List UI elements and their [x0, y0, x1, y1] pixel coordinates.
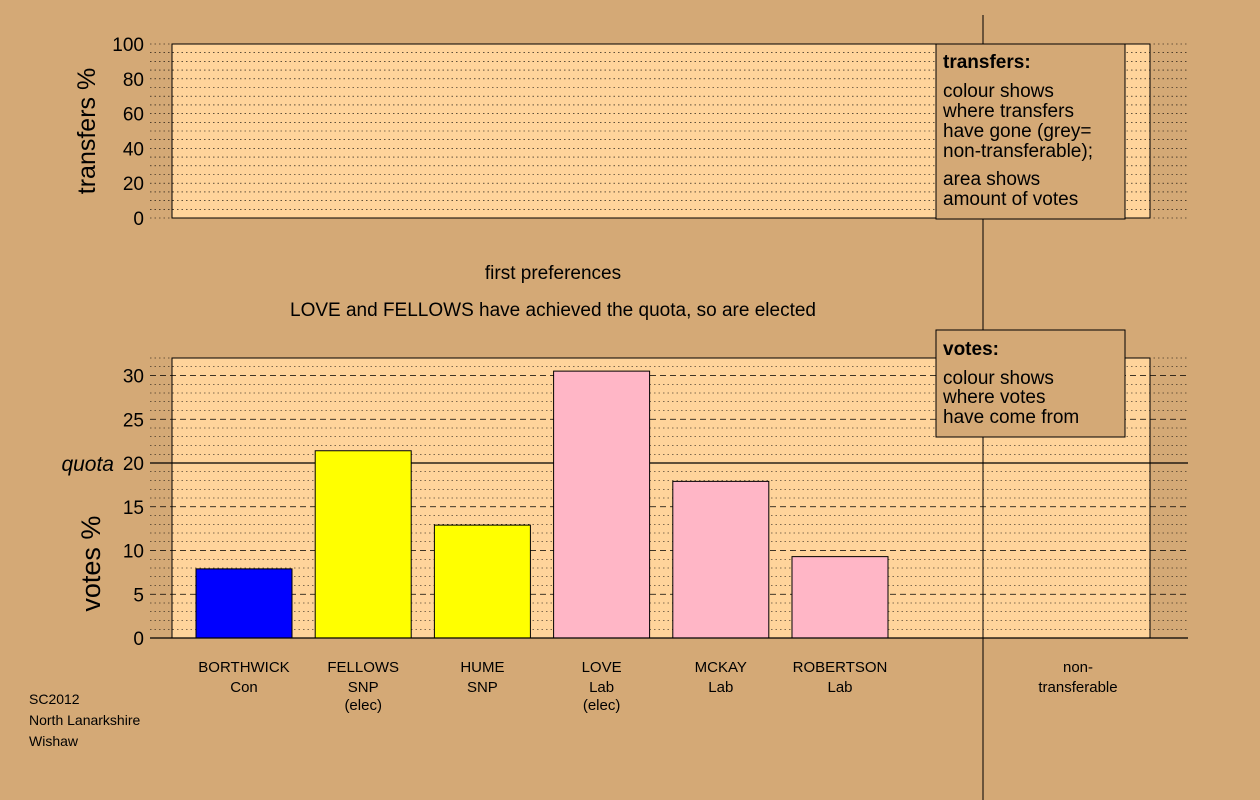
candidate-name-label: LOVE: [582, 659, 622, 676]
transfers-note-line: area shows: [943, 169, 1040, 190]
transfers-note-title: transfers:: [943, 52, 1031, 73]
transfers-note-line: where transfers: [942, 101, 1074, 122]
candidate-party-label: Con: [230, 679, 258, 696]
votes-note-background: [935, 329, 1126, 438]
candidate-party-label: SNP: [348, 679, 379, 696]
transfers-y-tick-label: 40: [123, 139, 144, 160]
bar-hume: [433, 524, 531, 639]
candidate-name-label: HUME: [460, 659, 504, 676]
stage-label: first preferences: [485, 263, 621, 284]
votes-y-tick-label: 20: [123, 454, 144, 475]
transfers-y-tick-label: 60: [123, 105, 144, 126]
candidate-name-label: BORTHWICK: [198, 659, 289, 676]
transfers-note-line: amount of votes: [943, 189, 1078, 210]
votes-y-tick-label: 10: [123, 542, 144, 563]
chart-subtitle: LOVE and FELLOWS have achieved the quota…: [290, 300, 816, 321]
transfers-y-axis-label: transfers %: [73, 68, 101, 194]
candidate-party-label: Lab: [589, 679, 614, 696]
votes-y-tick-label: 15: [123, 498, 144, 519]
candidate-party-label: Lab: [708, 679, 733, 696]
votes-y-tick-label: 0: [133, 629, 144, 650]
votes-y-tick-label: 30: [123, 367, 144, 388]
candidate-status-label: (elec): [344, 697, 382, 714]
votes-y-axis-label: votes %: [76, 516, 106, 612]
candidate-party-label: SNP: [467, 679, 498, 696]
transfers-note-line: non-transferable);: [943, 141, 1093, 162]
nontransferable-label: transferable: [1038, 679, 1117, 696]
bar-mckay: [672, 480, 770, 639]
votes-note-line: have come from: [943, 407, 1079, 428]
candidate-name-label: FELLOWS: [327, 659, 399, 676]
candidate-status-label: (elec): [583, 697, 621, 714]
votes-y-tick-label: 25: [123, 410, 144, 431]
transfers-y-tick-label: 100: [112, 35, 144, 56]
bar-borthwick: [195, 568, 293, 639]
nontransferable-label: non-: [1063, 659, 1093, 676]
footer-location: SC2012 North Lanarkshire Wishaw: [29, 691, 140, 749]
votes-note-line: where votes: [942, 387, 1045, 408]
candidate-party-label: Lab: [827, 679, 852, 696]
votes-note-title: votes:: [943, 339, 999, 360]
footer-line: Wishaw: [29, 733, 79, 749]
bar-fellows: [314, 450, 412, 639]
transfers-note-line: colour shows: [943, 81, 1054, 102]
footer-line: SC2012: [29, 691, 80, 707]
transfers-y-tick-label: 80: [123, 70, 144, 91]
bar-robertson: [791, 556, 889, 639]
bar-love: [553, 370, 651, 639]
transfers-note-background: [935, 43, 1126, 220]
transfers-y-tick-label: 0: [133, 209, 144, 230]
transfers-y-tick-label: 20: [123, 174, 144, 195]
votes-note-line: colour shows: [943, 368, 1054, 389]
candidate-name-label: ROBERTSON: [793, 659, 888, 676]
footer-line: North Lanarkshire: [29, 712, 140, 728]
transfers-note-line: have gone (grey=: [943, 121, 1091, 142]
quota-label: quota: [61, 453, 114, 476]
candidate-name-label: MCKAY: [695, 659, 747, 676]
votes-y-tick-label: 5: [133, 585, 144, 606]
